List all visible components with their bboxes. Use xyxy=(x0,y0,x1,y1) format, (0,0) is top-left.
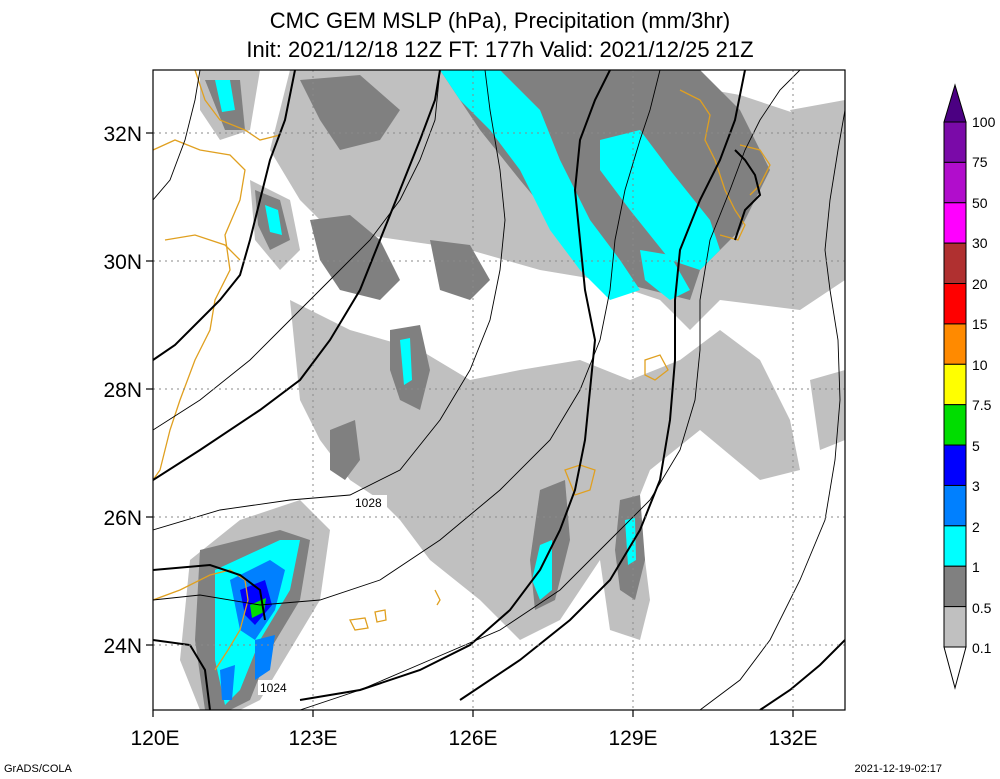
colorbar-label: 1 xyxy=(972,559,980,575)
isobar xyxy=(153,70,661,606)
colorbar-box xyxy=(943,121,967,163)
coastline xyxy=(644,354,669,381)
isobar-thick xyxy=(153,639,211,710)
coastlines xyxy=(153,70,771,671)
colorbar-box xyxy=(943,484,967,527)
isobar-thick xyxy=(759,639,845,710)
precip-mid-area xyxy=(330,420,360,480)
coastline xyxy=(434,589,441,606)
coastline xyxy=(194,70,281,141)
colorbar-box xyxy=(943,242,967,285)
precip-light-area xyxy=(810,370,845,450)
precip-cyan-area xyxy=(440,70,640,300)
coastline xyxy=(153,569,249,671)
isobar-thick xyxy=(459,70,746,701)
isobar xyxy=(699,109,845,710)
colorbar-box xyxy=(943,444,967,486)
isobar-thick xyxy=(153,563,266,621)
precip-cyan-area xyxy=(625,518,636,565)
precip-layer xyxy=(180,70,845,710)
lat-labels: 32N 30N 28N 26N 24N xyxy=(103,123,142,658)
colorbar-box xyxy=(943,525,967,567)
coastline xyxy=(164,234,241,261)
axis-ticks xyxy=(146,132,794,717)
colorbar-label: 2 xyxy=(972,519,980,535)
isobar-thick xyxy=(299,70,611,701)
isobar-thick xyxy=(734,149,762,241)
coastline xyxy=(739,144,771,196)
isobars-thick xyxy=(153,70,845,710)
precip-cyan-area xyxy=(600,130,720,270)
colorbar-label: 15 xyxy=(972,316,988,332)
colorbar-boxes xyxy=(943,121,967,648)
colorbar-top-triangle xyxy=(943,83,967,123)
lon-labels: 120E 123E 126E 129E 132E xyxy=(130,727,817,750)
colorbar: 100 75 50 30 20 15 10 7.5 5 3 2 1 0.5 0.… xyxy=(943,83,996,690)
precip-blue-area xyxy=(255,635,275,680)
coastline xyxy=(349,617,369,631)
map-frame xyxy=(152,69,846,711)
colorbar-box xyxy=(943,161,967,204)
precip-cyan-area xyxy=(215,80,235,112)
precip-cyan-area xyxy=(265,205,282,235)
lat-label: 26N xyxy=(103,507,142,530)
coastline xyxy=(374,609,387,623)
colorbar-label: 7.5 xyxy=(972,397,992,413)
precip-light-area xyxy=(790,100,845,150)
lat-label: 28N xyxy=(103,379,142,402)
lat-label: 32N xyxy=(103,123,142,146)
colorbar-box xyxy=(943,283,967,325)
contour-label-1028: 1028 xyxy=(355,496,382,510)
colorbar-label: 3 xyxy=(972,478,980,494)
precip-blue-area xyxy=(220,665,235,700)
contour-labels: 1028 1024 xyxy=(258,495,387,695)
precip-mid-area xyxy=(430,240,490,300)
colorbar-box xyxy=(943,323,967,365)
contour-label-1024: 1024 xyxy=(260,681,287,695)
footer-timestamp: 2021-12-19-02:17 xyxy=(854,763,942,775)
chart-title-line1: CMC GEM MSLP (hPa), Precipitation (mm/3h… xyxy=(269,8,731,33)
colorbar-labels: 100 75 50 30 20 15 10 7.5 5 3 2 1 0.5 0.… xyxy=(972,114,996,656)
lon-label: 123E xyxy=(288,727,337,750)
colorbar-label: 100 xyxy=(972,114,996,130)
coastline xyxy=(564,464,596,496)
colorbar-label: 0.1 xyxy=(972,640,992,656)
colorbar-box xyxy=(943,565,967,608)
colorbar-label: 75 xyxy=(972,154,988,170)
colorbar-label: 10 xyxy=(972,357,988,373)
colorbar-label: 5 xyxy=(972,438,980,454)
colorbar-bottom-triangle xyxy=(943,646,967,690)
colorbar-label: 50 xyxy=(972,195,988,211)
isobar xyxy=(153,70,201,201)
footer-credit: GrADS/COLA xyxy=(4,763,72,775)
isobar xyxy=(153,70,506,531)
colorbar-label: 0.5 xyxy=(972,600,992,616)
precip-cyan-area xyxy=(400,338,412,385)
chart-title-line2: Init: 2021/12/18 12Z FT: 177h Valid: 202… xyxy=(246,37,754,62)
contour-label-bg xyxy=(258,680,292,695)
lon-label: 132E xyxy=(768,727,817,750)
precip-mid-area xyxy=(310,215,400,300)
lon-label: 126E xyxy=(448,727,497,750)
lon-label: 120E xyxy=(130,727,179,750)
precip-mid-area xyxy=(300,75,400,150)
colorbar-label: 30 xyxy=(972,235,988,251)
isobar xyxy=(153,70,441,431)
colorbar-box xyxy=(943,404,967,446)
colorbar-box xyxy=(943,606,967,648)
colorbar-box xyxy=(943,363,967,406)
lat-label: 24N xyxy=(103,635,142,658)
coastline xyxy=(679,89,746,241)
precip-cyan-area xyxy=(640,250,690,300)
grid xyxy=(153,70,845,710)
lon-label: 129E xyxy=(608,727,657,750)
isobar-thick xyxy=(153,70,441,481)
lat-label: 30N xyxy=(103,251,142,274)
colorbar-box xyxy=(943,202,967,244)
contour-label-bg xyxy=(353,495,387,510)
colorbar-label: 20 xyxy=(972,276,988,292)
isobar-thick xyxy=(153,70,296,361)
coastline xyxy=(153,139,246,481)
